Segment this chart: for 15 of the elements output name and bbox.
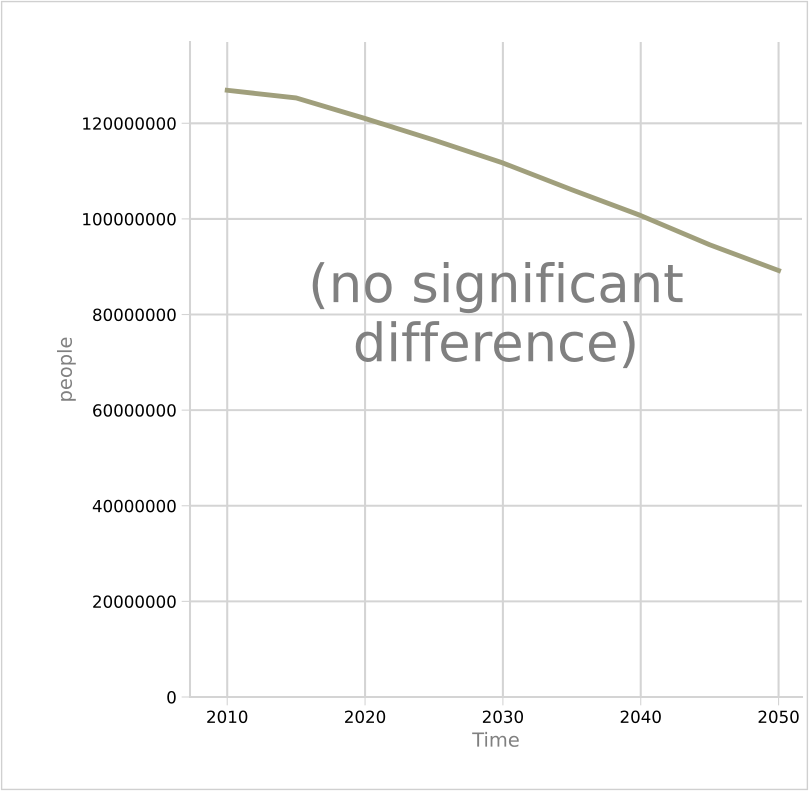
x-tick-label: 2040 — [620, 710, 661, 724]
y-tick-label: 40000000 — [92, 500, 176, 512]
y-tick-label: 120000000 — [83, 117, 176, 130]
x-axis-title: Time — [472, 732, 519, 747]
x-tick-label: 2010 — [207, 710, 248, 724]
x-tick-label: 2030 — [482, 710, 523, 724]
y-tick-label: 20000000 — [93, 595, 176, 608]
y-tick-label: 80000000 — [93, 308, 176, 322]
y-tick-label: 100000000 — [83, 212, 176, 226]
y-tick-label: 0 — [167, 690, 176, 704]
x-tick-label: 2050 — [758, 710, 799, 724]
annotation: (no significant difference) — [312, 262, 683, 368]
x-tick-label: 2020 — [345, 710, 386, 724]
y-axis-title: people — [56, 338, 76, 401]
y-tick-label: 60000000 — [93, 404, 176, 417]
